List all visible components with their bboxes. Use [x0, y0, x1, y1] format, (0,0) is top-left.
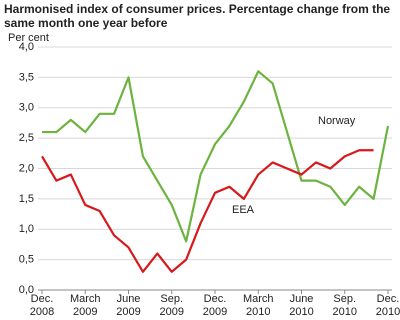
y-tick-label: 3,0 [19, 102, 34, 114]
y-tick-label: 1,0 [19, 223, 34, 235]
series-label: Norway [318, 115, 356, 127]
x-tick-label: Dec. 2008 [29, 293, 55, 318]
x-tick-label: Dec. 2009 [202, 293, 228, 318]
x-tick-label: Sep. 2010 [332, 293, 357, 318]
line-series [42, 70, 390, 243]
chart-title: Harmonised index of consumer prices. Per… [4, 2, 391, 30]
line-series [41, 149, 374, 273]
y-tick-label: 0,5 [19, 254, 34, 266]
x-tick-label: March 2010 [242, 293, 274, 318]
x-tick-label: March 2009 [69, 293, 101, 318]
x-tick-label: Sep. 2009 [159, 293, 184, 318]
y-axis-label: Per cent [8, 32, 49, 44]
x-tick-label: Dec. 2010 [375, 293, 400, 318]
series-label: EEA [232, 204, 255, 216]
y-tick-label: 0,0 [19, 284, 34, 296]
y-tick-label: 2,5 [19, 132, 34, 144]
x-tick-label: June 2010 [289, 293, 314, 318]
x-tick-label: June 2009 [116, 293, 141, 318]
y-tick-label: 2,0 [19, 162, 34, 174]
y-tick-label: 4,0 [19, 41, 34, 53]
y-tick-label: 3,5 [19, 71, 34, 83]
y-tick-label: 1,5 [19, 193, 34, 205]
